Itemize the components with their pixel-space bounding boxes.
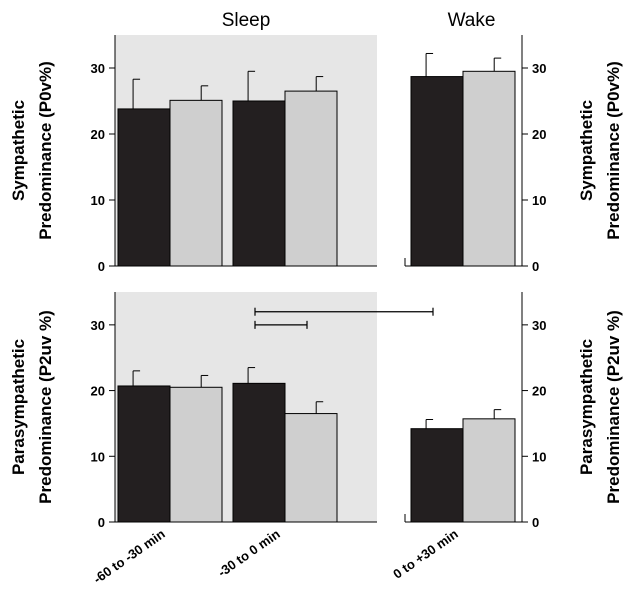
y-axis-label: Parasympathetic [9, 339, 28, 475]
y-tick-label: 10 [91, 193, 105, 208]
y-tick-label: 30 [91, 318, 105, 333]
y-tick-label: 20 [91, 127, 105, 142]
y-tick-label: 30 [532, 318, 546, 333]
y-axis-label: Parasympathetic [577, 339, 596, 475]
x-category-label: -30 to 0 min [215, 526, 283, 580]
bar [462, 418, 516, 523]
y-axis-label: Sympathetic [577, 100, 596, 201]
y-tick-label: 30 [91, 61, 105, 76]
x-category-label: 0 to +30 min [390, 526, 460, 582]
y-tick-label: 0 [532, 259, 539, 274]
y-axis-label: Predominance (P0v%) [36, 61, 55, 240]
y-tick-label: 10 [532, 449, 546, 464]
bar [232, 100, 286, 267]
y-axis-label: Sympathetic [9, 100, 28, 201]
panel-title-sleep: Sleep [222, 10, 271, 31]
bar [232, 382, 286, 523]
y-axis-label: Predominance (P2uv %) [36, 310, 55, 504]
x-category-label: -60 to -30 min [90, 526, 167, 586]
panel-title-wake: Wake [448, 10, 496, 31]
bar [117, 385, 171, 523]
y-tick-label: 10 [532, 193, 546, 208]
y-axis-label: Predominance (P2uv %) [604, 310, 623, 504]
y-tick-label: 10 [91, 449, 105, 464]
y-tick-label: 30 [532, 61, 546, 76]
bar [410, 428, 464, 523]
y-tick-label: 20 [91, 384, 105, 399]
y-tick-label: 0 [98, 515, 105, 530]
bar [284, 90, 338, 267]
bar [462, 70, 516, 267]
bar [169, 386, 223, 523]
bar [117, 108, 171, 267]
y-tick-label: 20 [532, 127, 546, 142]
y-axis-label: Predominance (P0v%) [604, 61, 623, 240]
bar [169, 99, 223, 267]
bar [284, 413, 338, 523]
y-tick-label: 0 [98, 259, 105, 274]
y-tick-label: 20 [532, 384, 546, 399]
bar [410, 76, 464, 267]
y-tick-label: 0 [532, 515, 539, 530]
